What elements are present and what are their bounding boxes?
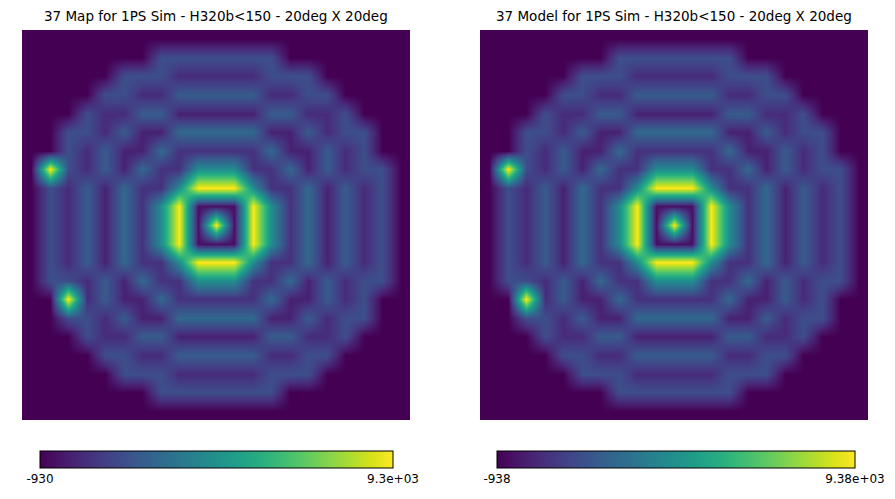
svg-text:-938: -938	[483, 472, 510, 486]
svg-text:37 Map for 1PS Sim - H320b<150: 37 Map for 1PS Sim - H320b<150 - 20deg X…	[44, 8, 388, 24]
svg-text:-930: -930	[26, 472, 53, 486]
svg-text:37 Model for 1PS Sim - H320b<1: 37 Model for 1PS Sim - H320b<150 - 20deg…	[496, 8, 852, 24]
svg-text:9.38e+03: 9.38e+03	[825, 472, 884, 486]
svg-text:9.3e+03: 9.3e+03	[367, 472, 419, 486]
